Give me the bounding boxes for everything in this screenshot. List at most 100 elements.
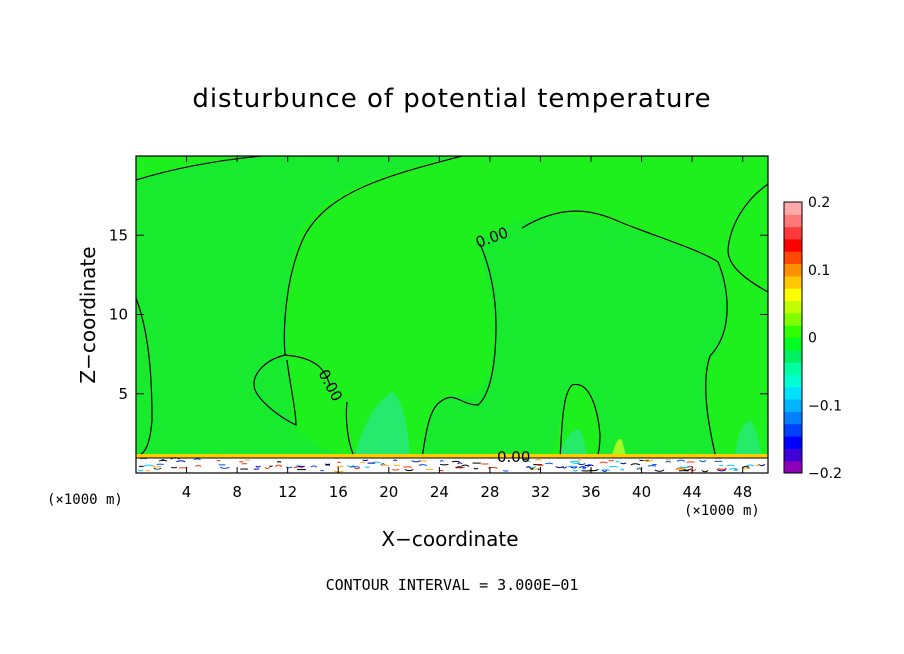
x-tick-label: 16 <box>329 483 348 501</box>
bottom-layer-border <box>136 457 768 473</box>
colorbar-swatch <box>784 349 802 363</box>
colorbar-swatch <box>784 362 802 375</box>
region-left <box>136 156 460 455</box>
colorbar-swatch <box>784 374 802 388</box>
plume-1 <box>355 392 410 455</box>
plume-3 <box>735 421 762 455</box>
noise-stroke <box>137 469 144 472</box>
noise-stroke <box>411 460 421 463</box>
bottom-noise <box>137 457 766 473</box>
noise-stroke <box>176 460 186 463</box>
plume-yellow <box>612 439 626 455</box>
noise-stroke <box>578 465 587 469</box>
colorbar: 0.2 0.1 0 −0.1 −0.2 <box>783 195 842 482</box>
colorbar-swatch <box>784 214 802 228</box>
noise-stroke <box>665 460 672 463</box>
noise-stroke <box>755 464 761 467</box>
x-tick-label: 32 <box>531 483 550 501</box>
noise-stroke <box>158 459 168 462</box>
colorbar-swatch <box>784 399 802 412</box>
region-right <box>420 214 728 455</box>
colorbar-swatch <box>784 423 802 437</box>
noise-stroke <box>620 468 625 471</box>
noise-stroke <box>654 469 665 472</box>
noise-stroke <box>718 467 727 470</box>
noise-stroke <box>545 462 553 465</box>
noise-stroke <box>571 461 581 465</box>
noise-stroke <box>585 464 594 467</box>
contour-interval-note: CONTOUR INTERVAL = 3.000E−01 <box>325 576 579 594</box>
noise-stroke <box>615 460 620 463</box>
colorbar-swatch <box>784 251 802 265</box>
x-tick-label: 20 <box>379 483 398 501</box>
x-tick-label: 40 <box>632 483 651 501</box>
noise-stroke <box>676 459 686 462</box>
noise-stroke <box>193 458 201 461</box>
colorbar-swatch <box>784 460 802 474</box>
colorbar-tick-label: −0.2 <box>808 466 842 482</box>
noise-stroke <box>439 463 449 466</box>
x-tick-label: 36 <box>581 483 600 501</box>
noise-stroke <box>393 464 401 467</box>
noise-stroke <box>364 466 370 468</box>
noise-stroke <box>679 466 690 469</box>
x-tick-label: 4 <box>182 483 192 501</box>
noise-stroke <box>525 466 531 469</box>
colorbar-tick-label: 0.1 <box>808 263 830 279</box>
noise-stroke <box>689 468 697 472</box>
noise-stroke <box>320 469 325 472</box>
colorbar-swatch <box>784 288 802 302</box>
colorbar-swatch <box>784 448 802 462</box>
y-axis: 5 10 15 <box>109 226 768 403</box>
noise-stroke <box>716 469 727 472</box>
x-unit-left: (×1000 m) <box>47 492 123 508</box>
plot-field <box>136 156 768 473</box>
noise-stroke <box>350 466 360 468</box>
contour-line <box>727 183 768 293</box>
noise-stroke <box>455 466 463 469</box>
noise-stroke <box>439 460 444 463</box>
colorbar-swatch <box>784 300 802 314</box>
noise-stroke <box>293 466 304 469</box>
x-axis-label: X−coordinate <box>381 527 519 551</box>
noise-stroke <box>599 461 608 464</box>
noise-stroke <box>310 465 318 468</box>
noise-stroke <box>676 467 682 470</box>
noise-stroke <box>195 464 202 468</box>
noise-stroke <box>393 459 398 462</box>
x-tick-label: 8 <box>232 483 242 501</box>
noise-stroke <box>601 469 611 471</box>
x-axis: 4 8 12 16 20 24 28 32 36 40 44 48 <box>182 156 752 501</box>
noise-stroke <box>561 466 567 469</box>
y-tick-label: 10 <box>109 306 128 324</box>
noise-stroke <box>360 461 366 464</box>
colorbar-frame <box>783 201 803 474</box>
colorbar-swatch <box>784 386 802 400</box>
x-tick-label: 48 <box>733 483 752 501</box>
noise-stroke <box>620 462 627 465</box>
colorbar-swatch <box>784 337 802 351</box>
contour-line <box>136 156 263 181</box>
noise-stroke <box>346 464 355 468</box>
noise-stroke <box>529 467 534 470</box>
chart-title: disturbunce of potential temperature <box>192 84 712 114</box>
noise-stroke <box>274 464 283 467</box>
colorbar-swatch <box>784 226 802 240</box>
noise-stroke <box>473 467 479 470</box>
noise-stroke <box>219 466 230 469</box>
noise-stroke <box>439 469 444 472</box>
contour-line <box>136 297 153 456</box>
x-tick-label: 12 <box>278 483 297 501</box>
noise-stroke <box>268 465 273 467</box>
noise-stroke <box>701 469 709 473</box>
noise-stroke <box>156 463 164 466</box>
noise-stroke <box>353 466 361 470</box>
noise-stroke <box>570 466 578 469</box>
noise-stroke <box>454 466 465 469</box>
colorbar-swatch <box>784 312 802 326</box>
contour-line <box>521 210 728 459</box>
contour-line <box>253 354 297 426</box>
noise-stroke <box>487 466 498 469</box>
x-tick-label: 24 <box>430 483 449 501</box>
contour-line <box>283 156 463 356</box>
